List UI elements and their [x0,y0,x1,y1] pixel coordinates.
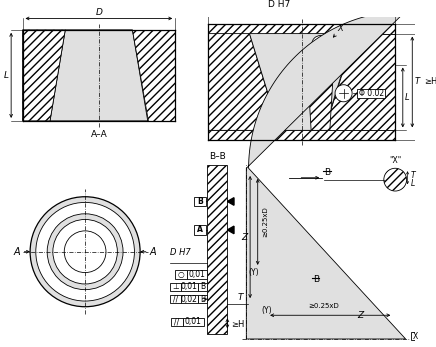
FancyBboxPatch shape [194,225,205,235]
FancyBboxPatch shape [194,197,205,206]
Polygon shape [227,226,234,234]
Circle shape [335,85,352,102]
Polygon shape [208,34,279,130]
FancyBboxPatch shape [183,318,204,326]
Text: X: X [337,24,343,33]
Text: ⊥: ⊥ [172,282,178,291]
Text: D: D [95,8,102,17]
Text: D H7: D H7 [268,0,290,9]
Text: B: B [197,197,203,206]
Text: ≥H: ≥H [231,320,245,329]
FancyBboxPatch shape [170,282,181,291]
Text: A: A [197,226,203,235]
Text: Z: Z [241,232,247,242]
Polygon shape [307,51,334,130]
Text: Z: Z [357,311,363,320]
Text: B: B [200,295,205,304]
Text: L: L [410,179,415,188]
Text: 0,02: 0,02 [181,295,198,304]
Circle shape [312,35,329,53]
Text: L: L [405,93,409,102]
Text: A–A: A–A [91,130,107,139]
FancyBboxPatch shape [357,89,385,98]
Text: A: A [14,247,20,257]
FancyBboxPatch shape [198,295,208,303]
Text: L: L [4,71,9,80]
Polygon shape [208,166,227,334]
Text: 0,01: 0,01 [181,282,198,291]
Text: B: B [324,168,330,177]
FancyBboxPatch shape [187,270,208,279]
Text: ≥0.25xD: ≥0.25xD [308,303,339,309]
Circle shape [47,214,123,290]
Polygon shape [208,130,395,140]
Text: "X": "X" [389,156,401,166]
Text: 0,01: 0,01 [185,318,202,327]
Text: A: A [150,247,156,257]
Text: X: X [412,332,418,341]
Text: T: T [414,77,419,86]
FancyBboxPatch shape [198,282,208,291]
Text: ○: ○ [177,270,184,279]
Text: T: T [410,171,415,180]
Text: 0,01: 0,01 [189,270,205,279]
Text: B: B [200,282,205,291]
Circle shape [384,168,407,191]
Circle shape [36,202,134,301]
Text: ≥H: ≥H [424,77,436,86]
Text: Φ 0.02: Φ 0.02 [358,89,384,98]
FancyBboxPatch shape [175,270,187,279]
Text: B: B [313,275,319,284]
Polygon shape [324,34,395,130]
FancyBboxPatch shape [181,282,198,291]
Circle shape [64,231,106,273]
FancyBboxPatch shape [170,295,181,303]
Polygon shape [246,11,405,339]
Polygon shape [50,30,148,121]
Polygon shape [227,198,234,205]
Polygon shape [23,30,65,121]
FancyBboxPatch shape [181,295,198,303]
Text: B–B: B–B [209,152,226,161]
Text: (Y): (Y) [249,268,259,277]
Text: //: // [174,318,180,327]
Text: (Y): (Y) [262,306,272,315]
Polygon shape [208,24,395,34]
Text: //: // [173,295,178,304]
Text: D H7: D H7 [170,248,190,257]
Text: ≥0.25xD: ≥0.25xD [262,206,268,237]
FancyBboxPatch shape [411,332,419,340]
Polygon shape [249,34,354,130]
FancyBboxPatch shape [171,318,183,326]
Polygon shape [133,30,175,121]
Circle shape [30,197,140,307]
Text: T: T [238,293,243,302]
Circle shape [53,220,117,284]
